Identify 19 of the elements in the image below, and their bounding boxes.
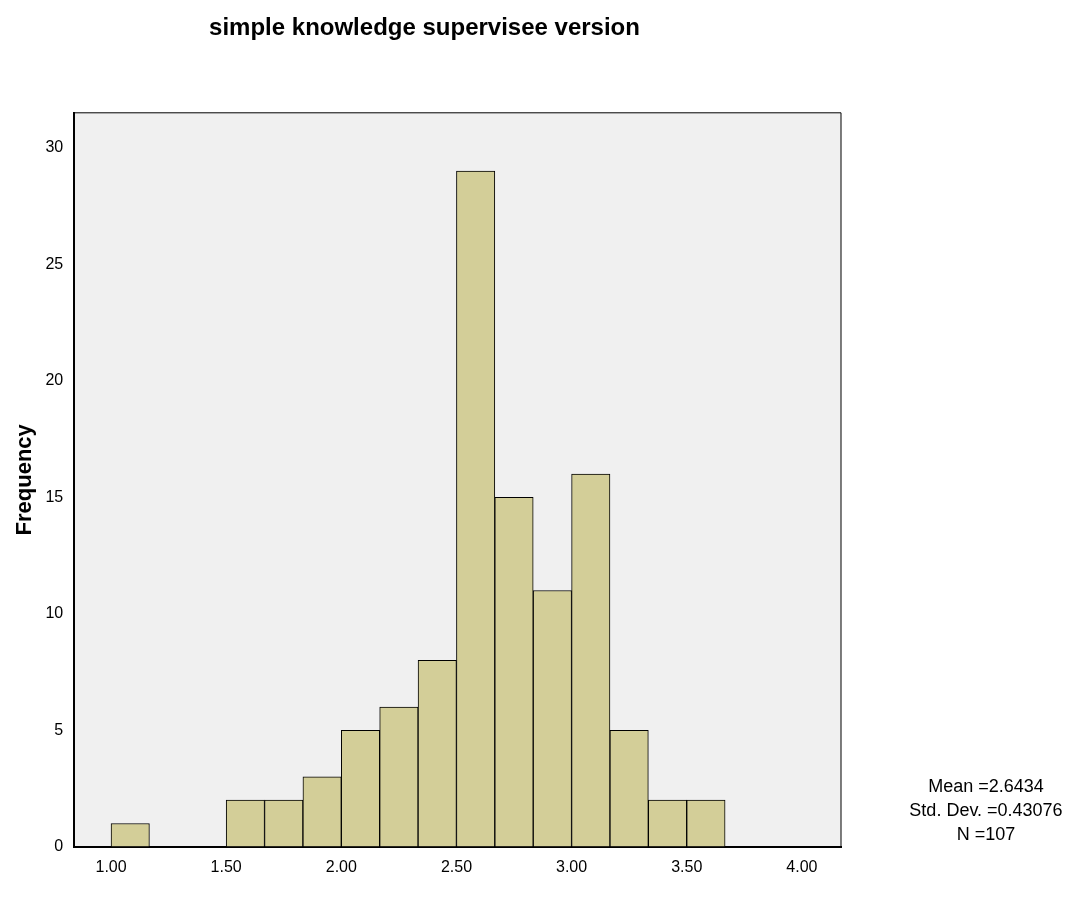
x-tick-label: 4.00 xyxy=(786,857,818,875)
x-tick-label: 2.50 xyxy=(440,857,473,875)
x-tick-label: 2.00 xyxy=(325,857,357,875)
x-tick-label: 3.00 xyxy=(556,857,588,875)
x-tick-label: 1.00 xyxy=(95,857,127,875)
text: Std. Dev. =0.43076 xyxy=(909,799,1063,820)
y-axis-title: Frequency xyxy=(11,423,37,536)
x-tick-label: 3.50 xyxy=(671,857,703,875)
chart-title: simple knowledge supervisee version xyxy=(209,13,640,41)
y-tick-label: 15 xyxy=(45,487,64,505)
text: N =107 xyxy=(956,823,1016,844)
x-tick-label: 1.50 xyxy=(210,857,242,875)
y-tick-label: 30 xyxy=(45,138,64,156)
y-tick-label: 5 xyxy=(54,720,64,738)
y-tick-label: 20 xyxy=(45,371,64,389)
text: Mean =2.6434 xyxy=(928,775,1044,796)
y-tick-label: 10 xyxy=(45,604,64,622)
y-tick-label: 25 xyxy=(45,254,64,272)
y-tick-label: 0 xyxy=(54,837,64,855)
